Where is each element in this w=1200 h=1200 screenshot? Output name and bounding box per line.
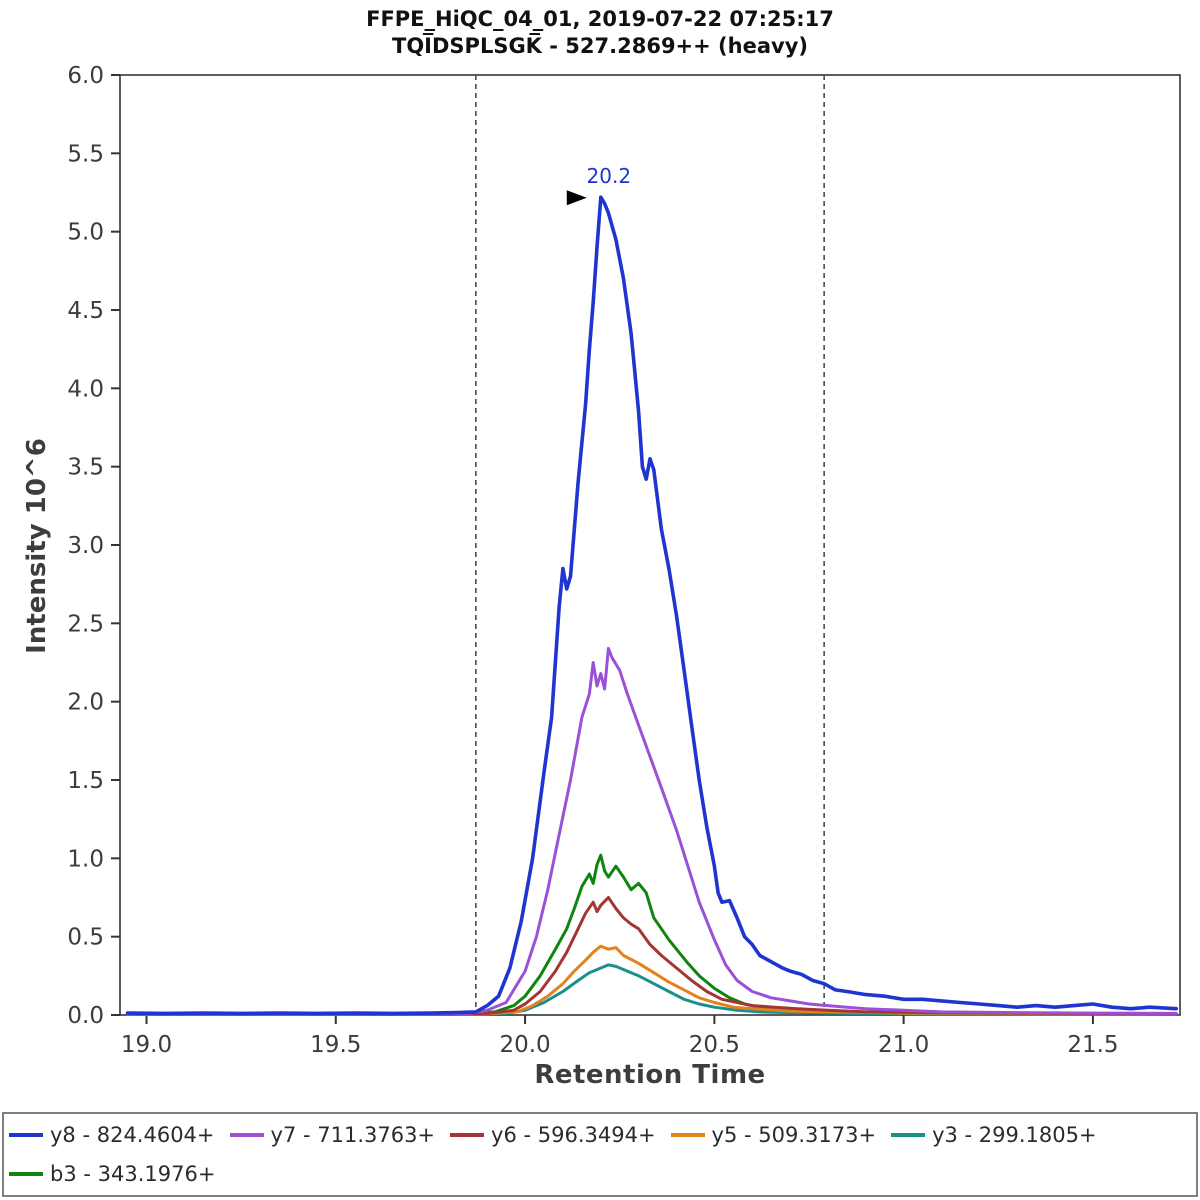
y-tick-label: 2.5 bbox=[67, 611, 104, 637]
x-axis-label: Retention Time bbox=[534, 1060, 766, 1090]
x-tick-label: 20.0 bbox=[499, 1032, 550, 1058]
legend-item-y8: y8 - 824.4604+ bbox=[9, 1123, 215, 1147]
y-tick-label: 1.5 bbox=[67, 768, 104, 794]
legend-label: y8 - 824.4604+ bbox=[50, 1123, 215, 1148]
legend-item-y7: y7 - 711.3763+ bbox=[229, 1123, 436, 1148]
trace-y6[interactable] bbox=[126, 896, 1178, 1016]
y-tick-label: 3.5 bbox=[67, 455, 104, 481]
chart-title-line2: TQI̅DSPLSGK̅ - 527.2869++ (heavy) bbox=[392, 34, 808, 58]
chart-title: FFPE_HiQC_04_01, 2019-07-22 07:25:17 TQI… bbox=[0, 6, 1200, 60]
x-tick-label: 20.5 bbox=[689, 1032, 740, 1058]
y-tick-label: 6.0 bbox=[67, 63, 104, 89]
y-tick-label: 3.0 bbox=[67, 533, 104, 559]
legend-line-sample bbox=[450, 1133, 485, 1138]
chart-title-line1: FFPE_HiQC_04_01, 2019-07-22 07:25:17 bbox=[366, 7, 834, 31]
x-tick-label: 21.5 bbox=[1067, 1032, 1118, 1058]
legend-line-sample bbox=[891, 1133, 926, 1138]
peak-rt-label: 20.2 bbox=[587, 164, 632, 188]
legend-line-sample bbox=[9, 1133, 43, 1138]
plot-frame bbox=[119, 74, 1181, 1016]
y-tick-label: 1.0 bbox=[67, 846, 104, 872]
x-tick-label: 21.0 bbox=[878, 1032, 929, 1058]
legend-item-y5: y5 - 509.3173+ bbox=[670, 1123, 877, 1148]
trace-y8[interactable] bbox=[125, 195, 1178, 1016]
y-axis-label: Intensity 10^6 bbox=[22, 438, 52, 654]
legend-row: y8 - 824.4604+ y7 - 711.3763+ y6 - 596.349… bbox=[9, 1123, 1191, 1147]
legend-label: b3 - 343.1976+ bbox=[50, 1161, 216, 1186]
legend-item-y3: y3 - 299.1805+ bbox=[891, 1123, 1097, 1147]
legend-line-sample bbox=[670, 1133, 705, 1138]
legend: y8 - 824.4604+ y7 - 711.3763+ y6 - 596.349… bbox=[2, 1112, 1198, 1197]
y-tick-label: 5.0 bbox=[67, 220, 104, 246]
legend-row: b3 - 343.1976+ bbox=[9, 1162, 1191, 1186]
x-tick-label: 19.5 bbox=[310, 1032, 361, 1058]
chromatogram-plot[interactable]: 19.0 19.5 20.0 20.5 21.0 21.5 0.0 0.5 1.0 1.5 2.0 2… bbox=[0, 0, 1200, 1058]
y-tick-label: 0.5 bbox=[67, 925, 104, 951]
trace-b3[interactable] bbox=[126, 853, 1178, 1016]
legend-label: y3 - 299.1805+ bbox=[932, 1123, 1097, 1148]
y-tick-label: 4.0 bbox=[67, 376, 104, 402]
legend-line-sample bbox=[229, 1133, 264, 1138]
legend-item-y6: y6 - 596.3494+ bbox=[450, 1123, 656, 1147]
peak-arrow-icon bbox=[566, 190, 587, 206]
legend-label: y7 - 711.3763+ bbox=[270, 1123, 436, 1148]
legend-line-sample bbox=[9, 1171, 43, 1176]
trace-y7[interactable] bbox=[126, 646, 1178, 1016]
legend-label: y6 - 596.3494+ bbox=[491, 1123, 656, 1148]
trace-y5[interactable] bbox=[126, 944, 1178, 1016]
y-tick-label: 4.5 bbox=[67, 298, 104, 324]
y-tick-label: 0.0 bbox=[67, 1003, 104, 1029]
legend-item-b3: b3 - 343.1976+ bbox=[9, 1162, 215, 1186]
legend-label: y5 - 509.3173+ bbox=[711, 1123, 877, 1148]
y-tick-label: 5.5 bbox=[67, 141, 104, 167]
x-tick-label: 19.0 bbox=[121, 1032, 172, 1058]
y-tick-label: 2.0 bbox=[67, 690, 104, 716]
